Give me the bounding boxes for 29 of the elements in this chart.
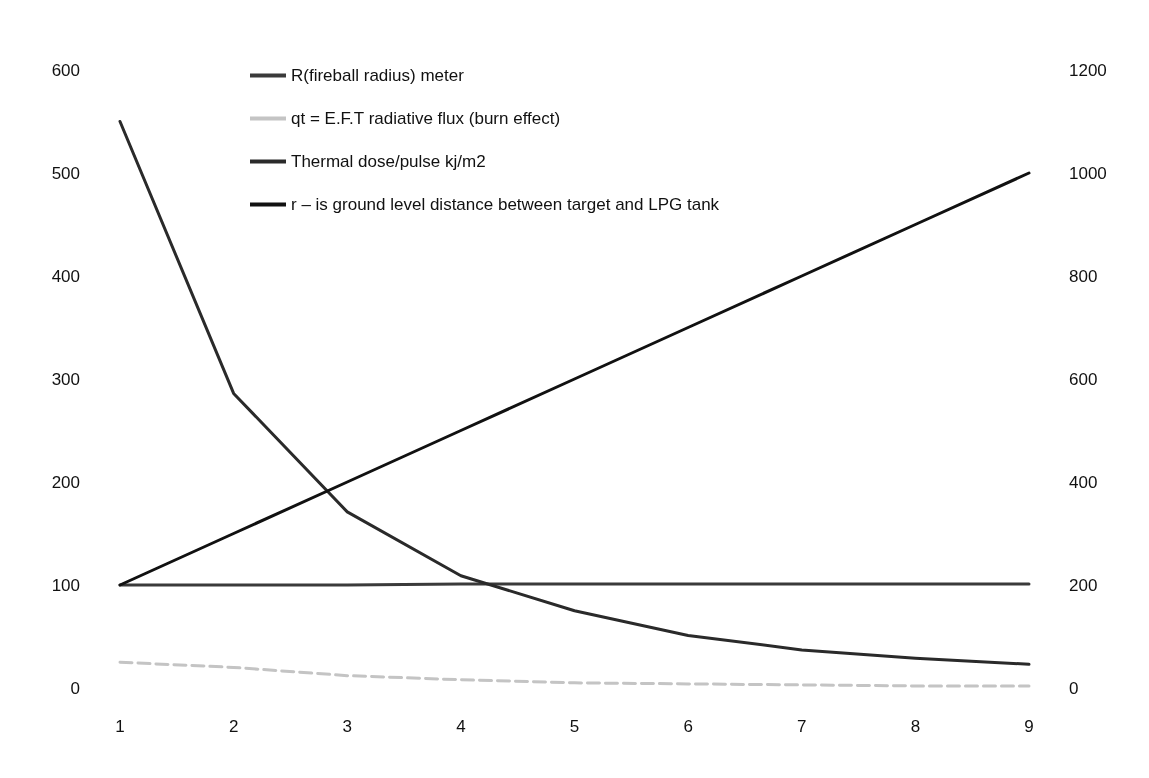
line-series (118, 660, 1031, 688)
y2-tick-label: 1000 (1069, 163, 1107, 183)
y2-tick-label: 1200 (1069, 60, 1107, 80)
x-tick-label: 2 (228, 717, 239, 736)
y2-tick-label: 200 (1069, 575, 1098, 595)
y2-tick-label: 0 (1069, 678, 1079, 698)
x-tick-label: 9 (1024, 717, 1034, 736)
y2-tick-label: 600 (1069, 369, 1098, 389)
y-tick-label: 300 (51, 369, 80, 389)
x-tick-label: 1 (115, 717, 125, 736)
legend-label: Thermal dose/pulse kj/m2 (291, 152, 486, 171)
y-tick-label: 0 (70, 678, 80, 698)
x-tick-label: 8 (910, 717, 921, 736)
y-tick-label: 100 (51, 575, 80, 595)
legend-label: r – is ground level distance between target and LPG tank (291, 195, 720, 214)
legend-label: R(fireball radius) meter (291, 66, 465, 85)
x-tick-label: 5 (569, 717, 580, 736)
x-tick-label: 7 (797, 717, 807, 736)
y-tick-label: 500 (51, 163, 80, 183)
x-tick-label: 6 (683, 717, 693, 736)
y2-tick-label: 400 (1069, 472, 1098, 492)
y-tick-label: 400 (51, 266, 80, 286)
y-tick-label: 200 (51, 472, 80, 492)
x-tick-label: 4 (456, 717, 466, 736)
y-tick-label: 600 (51, 60, 80, 80)
x-tick-label: 3 (342, 717, 352, 736)
y2-tick-label: 800 (1069, 266, 1098, 286)
legend-label: qt = E.F.T radiative flux (burn effect) (291, 109, 561, 128)
line-series (118, 171, 1031, 587)
